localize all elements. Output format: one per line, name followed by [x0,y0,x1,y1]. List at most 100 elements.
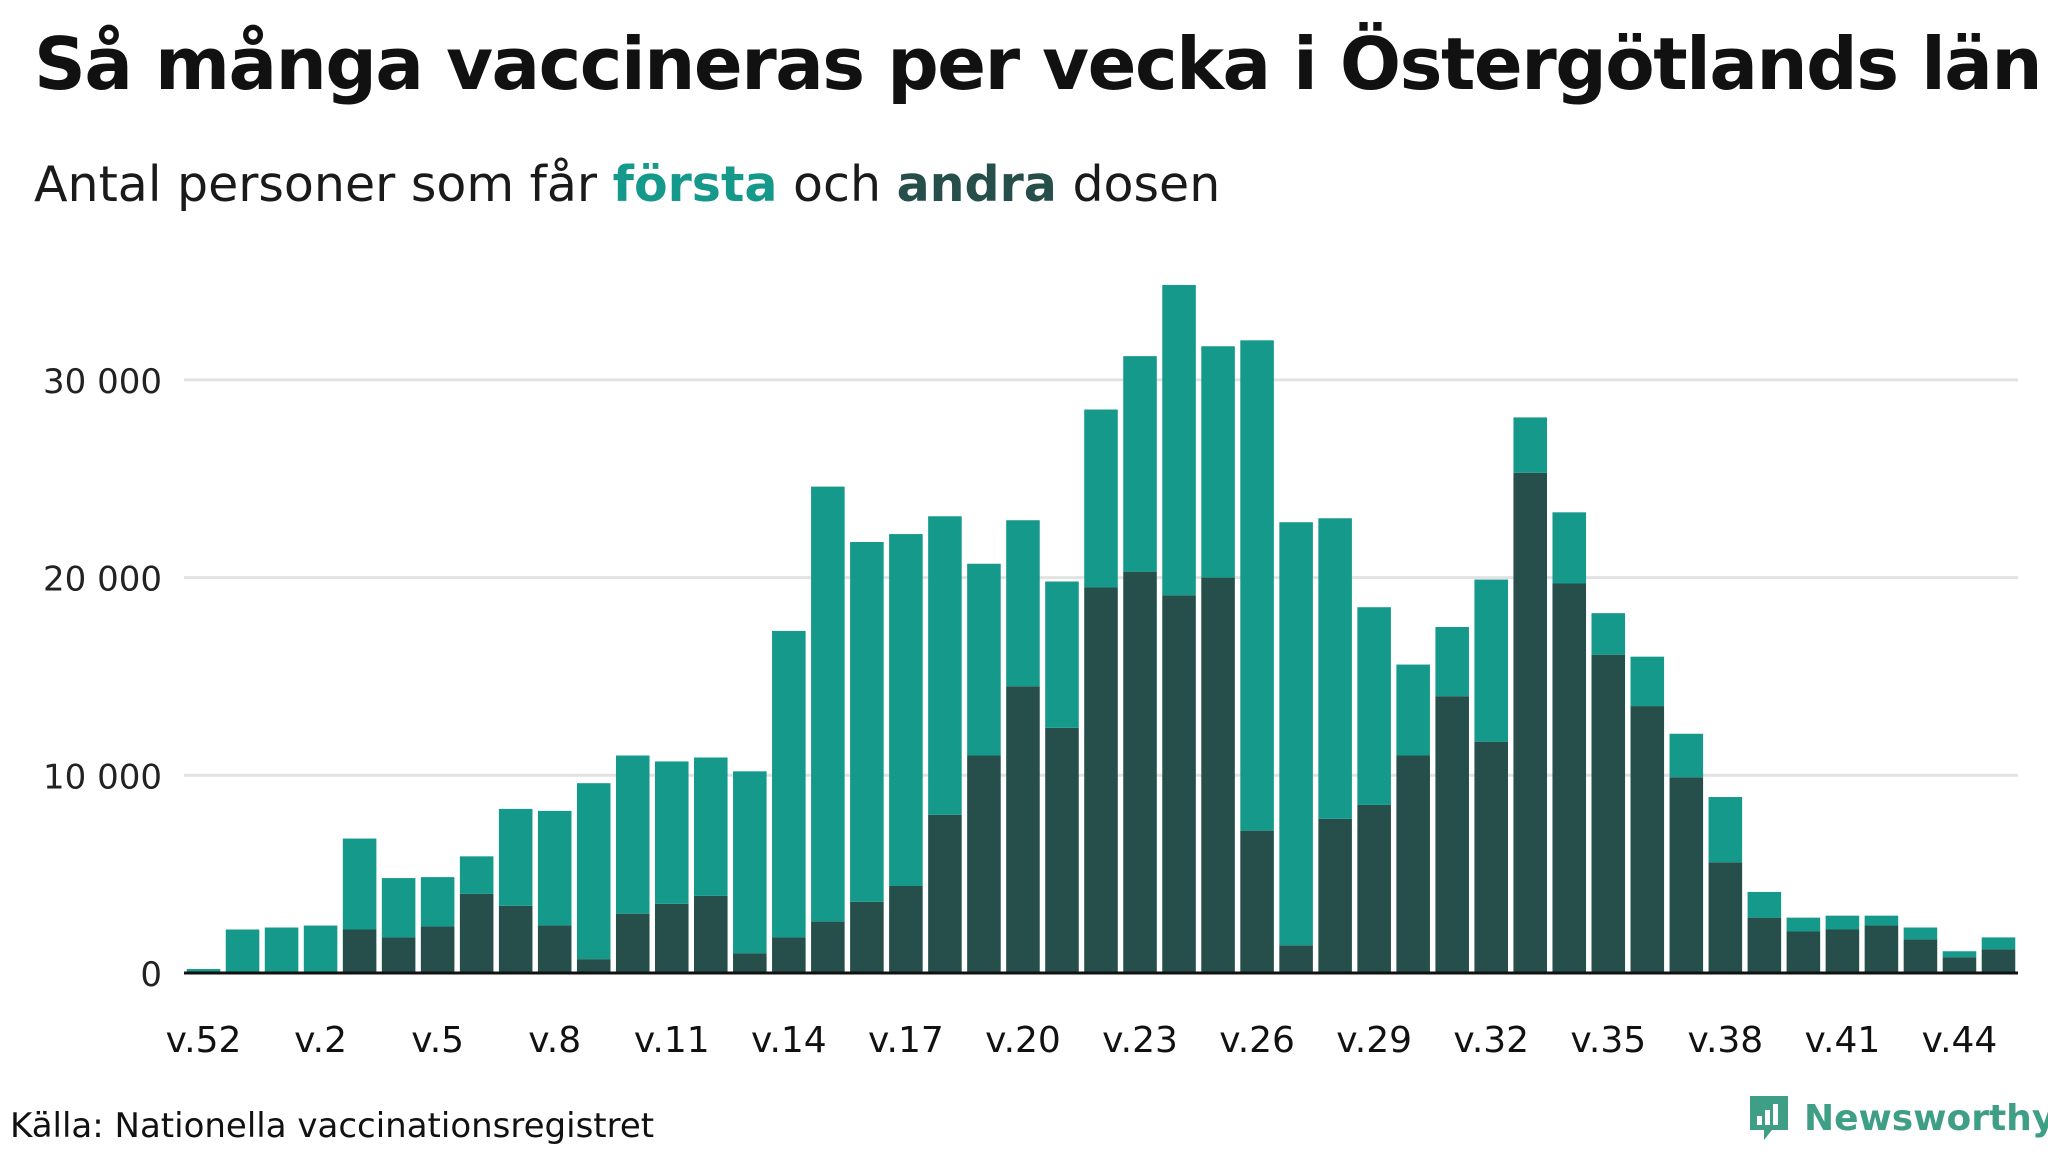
bar-first-dose [967,563,1001,756]
x-tick-label: v.23 [1102,1020,1178,1061]
bar-second-dose [1903,939,1938,973]
bar-second-dose [342,929,377,973]
x-tick-label: v.26 [1219,1020,1295,1061]
bar-first-dose [1825,915,1860,930]
bar-second-dose [1435,696,1469,973]
chart-subtitle: Antal personer som får första och andra … [34,156,1220,213]
bar-first-dose [1396,664,1430,756]
bar-first-dose [1006,520,1040,687]
bar-first-dose [654,761,689,904]
bar-second-dose [615,913,650,973]
bar-second-dose [1045,727,1079,973]
bar-first-dose [1123,356,1157,572]
x-tick-label: v.8 [528,1020,581,1061]
subtitle-suffix: dosen [1056,156,1221,213]
bar-first-dose [1240,340,1274,831]
bar-first-dose [225,929,260,973]
axes: 0 10 000 20 000 30 000 v.52 v.2 v.5 v.8 v.11 v.14… [43,362,2018,1061]
bar-second-dose [1747,917,1782,973]
bar-first-dose [420,877,455,927]
subtitle-prefix: Antal personer som får [34,156,613,213]
x-tick-label: v.11 [634,1020,710,1061]
x-tick-label: v.20 [985,1020,1061,1061]
bar-second-dose [811,921,845,973]
bar-second-dose [1981,949,2016,973]
bar-first-dose [1357,607,1391,805]
x-tick-label: v.41 [1805,1020,1881,1061]
bar-second-dose [1591,654,1626,973]
bar-chart: 0 10 000 20 000 30 000 v.52 v.2 v.5 v.8 v.11 v.14… [43,284,2018,1061]
bar-second-dose [1825,929,1860,973]
bar-first-dose [303,925,338,973]
bar-first-dose [1708,797,1743,863]
bar-second-dose [1162,595,1196,973]
bar-first-dose [1435,627,1469,697]
bar-first-dose [1981,937,2016,950]
x-tick-label: v.38 [1687,1020,1763,1061]
bar-second-dose [772,937,806,973]
bar-second-dose [1942,957,1977,973]
bar-second-dose [1474,741,1508,973]
bar-second-dose [1084,587,1118,973]
bar-second-dose [928,814,962,973]
bar-first-dose [264,927,299,973]
bar-first-dose [733,771,767,954]
x-tick-label: v.52 [166,1020,242,1061]
bar-first-dose [694,757,728,896]
y-tick-label: 20 000 [43,560,162,600]
bar-second-dose [1552,583,1587,973]
subtitle-middle: och [777,156,897,213]
bar-second-dose [967,755,1001,973]
bar-second-dose [1513,472,1548,973]
x-tick-label: v.44 [1922,1020,1998,1061]
bar-second-dose [889,886,923,973]
bar-first-dose [186,969,221,973]
bar-second-dose [1396,755,1430,973]
bar-first-dose [1201,346,1235,578]
bars [186,284,2016,973]
bar-second-dose [1279,945,1313,973]
brand-name: Newsworthy [1804,1097,2048,1139]
bar-second-dose [420,926,455,973]
bar-first-dose [498,808,533,906]
bar-second-dose [1669,777,1704,973]
bar-second-dose [1318,818,1352,973]
brand-logo[interactable]: Newsworthy [1746,1092,2048,1144]
bar-second-dose [1123,571,1157,973]
bar-first-dose [1513,417,1548,473]
bar-second-dose [850,901,884,973]
bar-first-dose [537,810,572,926]
bar-second-dose [1786,931,1821,973]
x-tick-label: v.32 [1453,1020,1529,1061]
source-note: Källa: Nationella vaccinationsregistret [10,1106,655,1146]
bar-first-dose [1786,917,1821,932]
bar-first-dose [772,630,806,938]
bar-first-dose [381,878,416,938]
bar-second-dose [1864,925,1899,973]
bar-second-dose [1006,686,1040,973]
bar-second-dose [576,959,611,973]
x-tick-label: v.35 [1570,1020,1646,1061]
bar-first-dose [1318,518,1352,819]
bar-second-dose [1357,804,1391,973]
bar-first-dose [576,783,611,960]
bar-first-dose [1045,581,1079,728]
bar-second-dose [1240,830,1274,973]
bar-first-dose [1279,522,1313,946]
bar-first-dose [1084,409,1118,588]
legend-second-dose: andra [896,156,1057,213]
x-tick-label: v.14 [751,1020,827,1061]
bar-first-dose [1864,915,1899,926]
bar-first-dose [1669,733,1704,778]
legend-first-dose: första [612,156,778,213]
y-tick-label: 30 000 [43,362,162,402]
chart-title: Så många vaccineras per vecka i Östergöt… [34,22,2043,106]
bar-first-dose [1747,891,1782,918]
bar-first-dose [1552,512,1587,584]
bar-second-dose [381,937,416,973]
bar-first-dose [1903,927,1938,940]
x-tick-label: v.17 [868,1020,944,1061]
bar-first-dose [1591,613,1626,655]
bar-first-dose [811,486,845,922]
bar-first-dose [1630,656,1665,707]
